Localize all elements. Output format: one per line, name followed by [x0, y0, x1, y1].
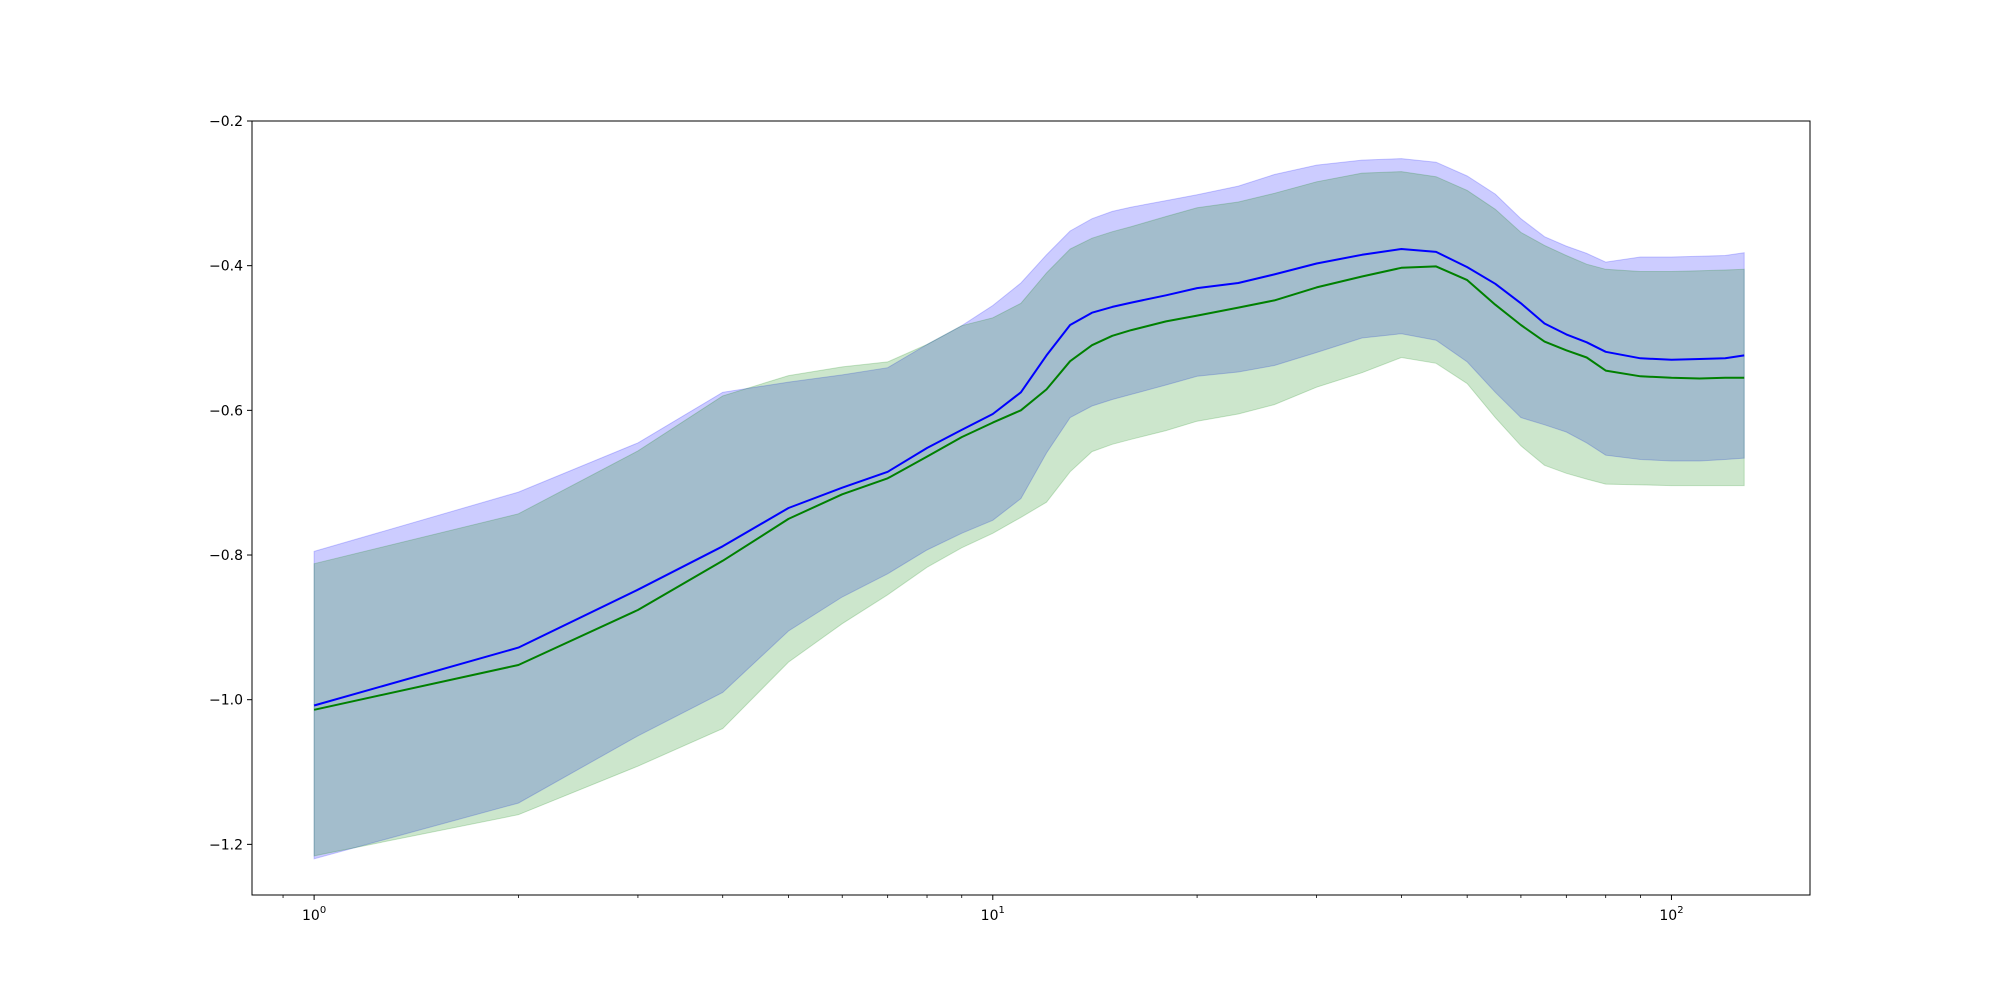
- line-series-1: [313, 248, 1745, 707]
- series-lines: [313, 248, 1745, 711]
- plot-frame: [251, 120, 1811, 896]
- y-tick-label: −1.2: [209, 837, 243, 853]
- y-tick-label: −0.4: [209, 259, 243, 275]
- x-tick-label: 101: [981, 905, 1005, 924]
- x-tick-label: 102: [1659, 905, 1683, 924]
- band-series-2: [313, 171, 1745, 857]
- band-series-1: [313, 158, 1745, 860]
- y-tick-label: −1.0: [209, 693, 243, 709]
- confidence-bands: [313, 158, 1745, 860]
- x-axis: 100 101 102: [282, 895, 1684, 924]
- y-tick-label: −0.2: [209, 114, 243, 130]
- line-series-2: [313, 265, 1745, 711]
- y-tick-label: −0.6: [209, 403, 243, 419]
- y-tick-label: −0.8: [209, 548, 243, 564]
- x-tick-label: 100: [302, 905, 326, 924]
- y-axis: −1.2 −1.0 −0.8 −0.6 −0.4 −0.2: [209, 114, 252, 853]
